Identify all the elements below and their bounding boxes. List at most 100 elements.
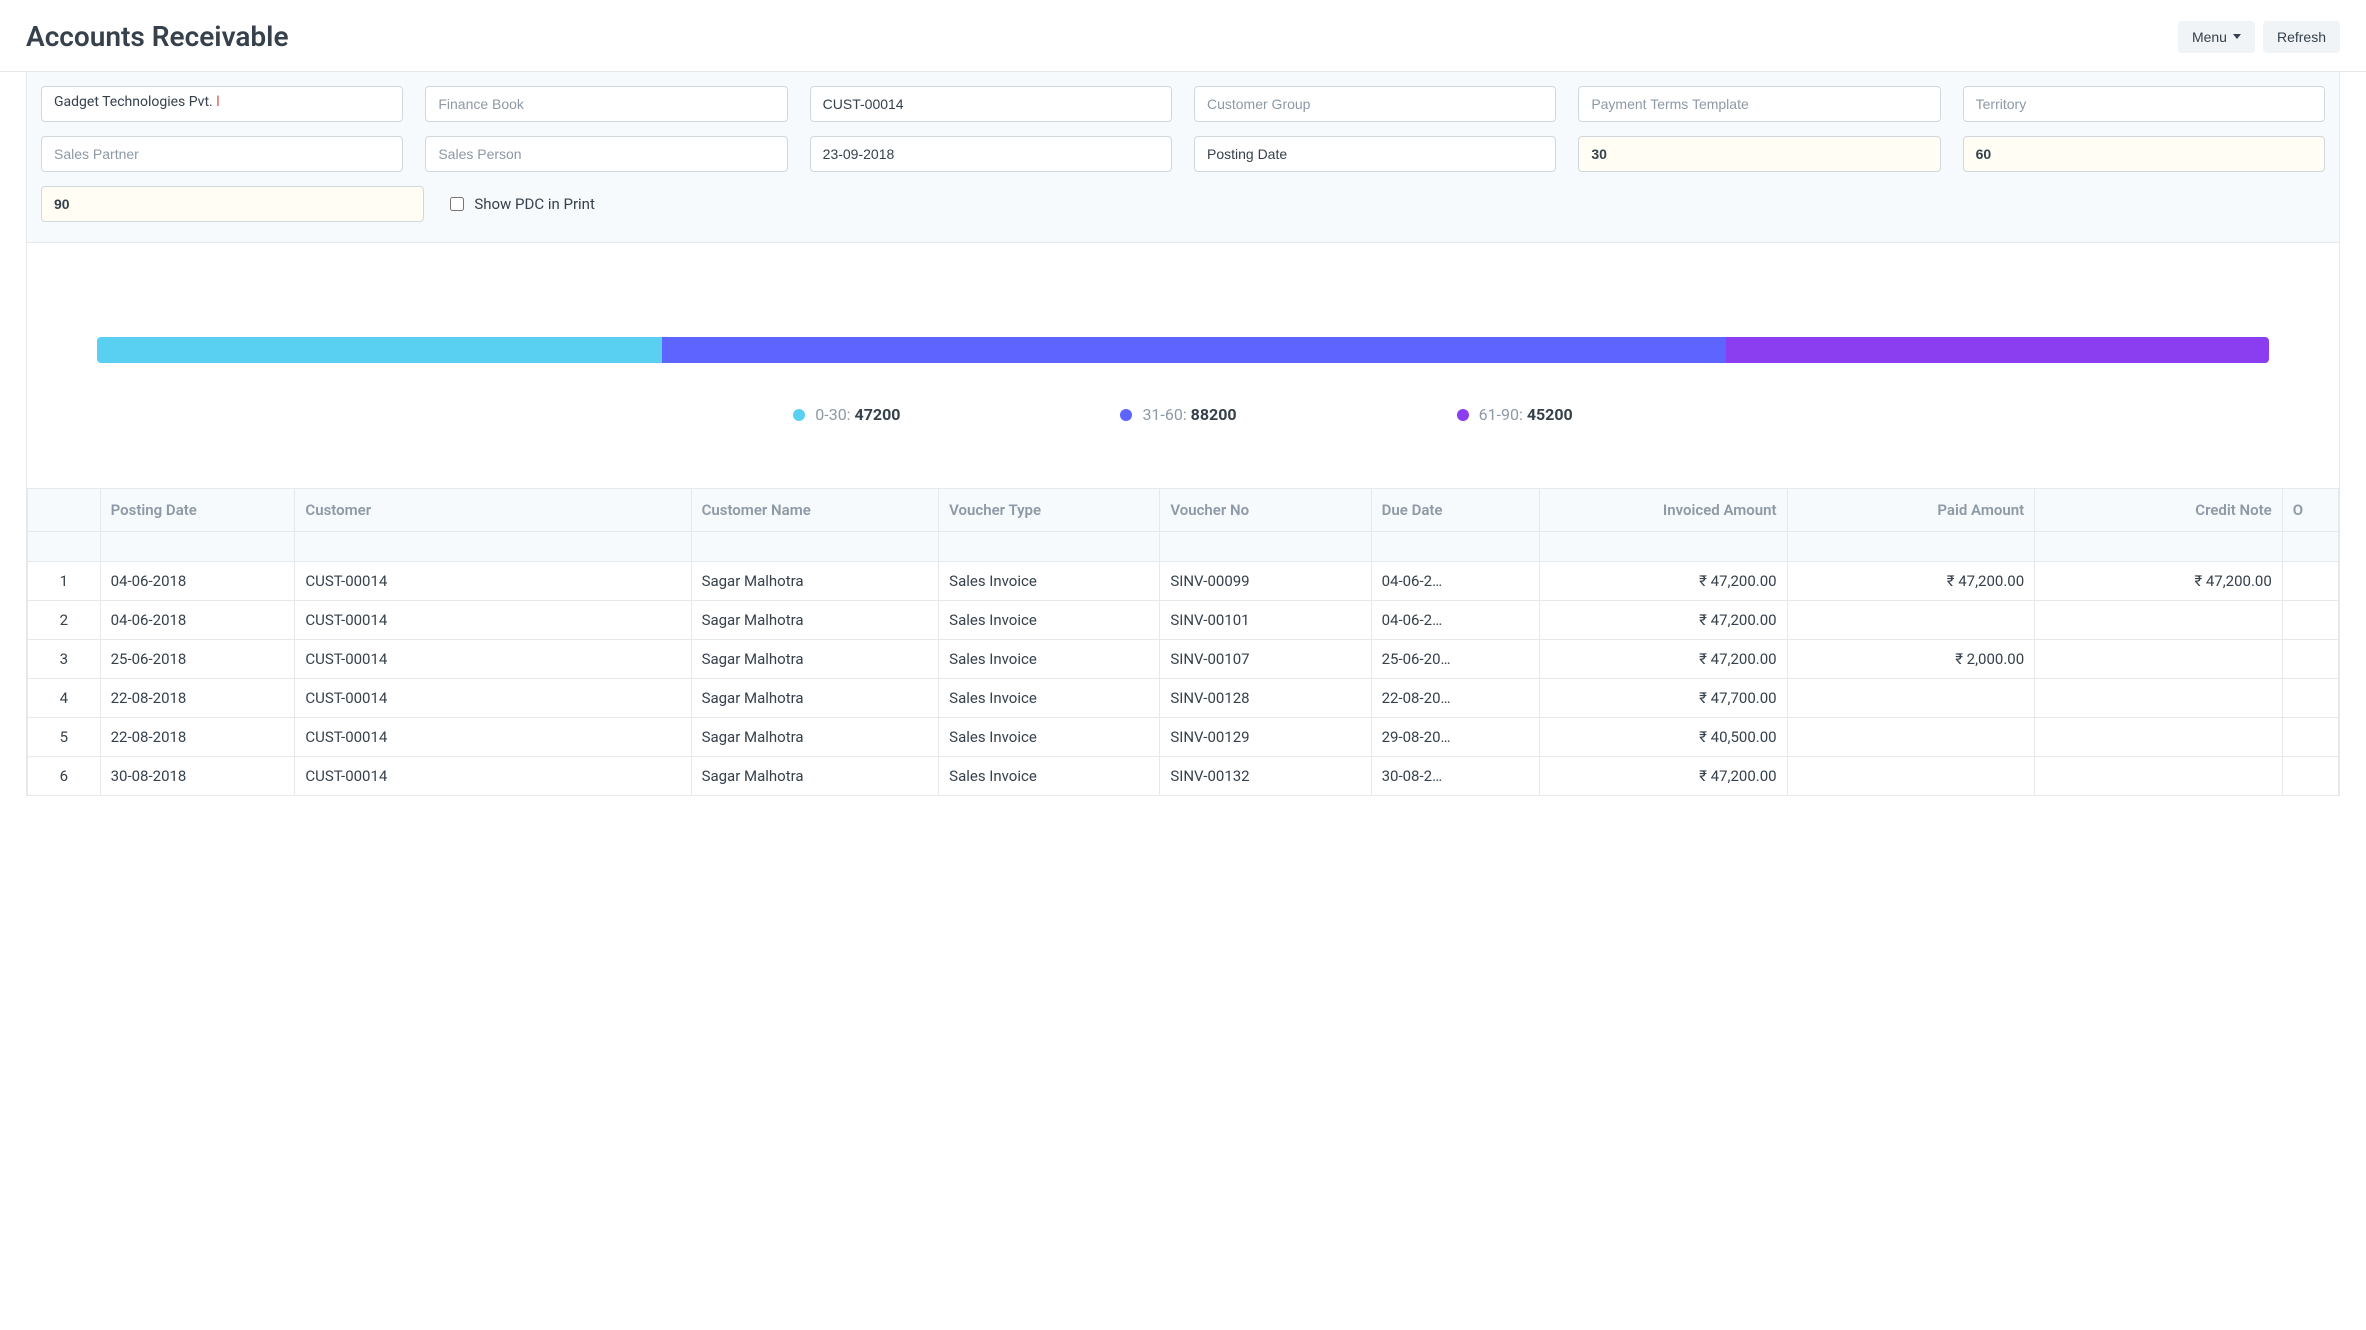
territory-input[interactable] [1963,86,2325,122]
table-row[interactable]: 630-08-2018CUST-00014Sagar MalhotraSales… [28,757,2339,796]
range1-input[interactable] [1578,136,1940,172]
cell-posting-date: 04-06-2018 [100,601,295,640]
cell-credit-note [2035,601,2283,640]
cell-customer-name: Sagar Malhotra [691,679,939,718]
cell-voucher-no[interactable]: SINV-00099 [1160,562,1371,601]
cell-voucher-no[interactable]: SINV-00101 [1160,601,1371,640]
cell-voucher-no[interactable]: SINV-00107 [1160,640,1371,679]
col-voucher-type[interactable]: Voucher Type [939,489,1160,532]
finance-book-input[interactable] [425,86,787,122]
cell-voucher-no[interactable]: SINV-00128 [1160,679,1371,718]
col-posting-date[interactable]: Posting Date [100,489,295,532]
cell-invoiced-amount: ₹ 40,500.00 [1539,718,1787,757]
cell-customer[interactable]: CUST-00014 [295,640,691,679]
cell-paid-amount [1787,601,2035,640]
cell-due-date: 04-06-2… [1371,562,1539,601]
customer-group-input[interactable] [1194,86,1556,122]
cell-voucher-type: Sales Invoice [939,757,1160,796]
cell-paid-amount: ₹ 47,200.00 [1787,562,2035,601]
col-overflow[interactable]: O [2282,489,2338,532]
cell-credit-note [2035,718,2283,757]
cell-due-date: 22-08-20… [1371,679,1539,718]
cell-due-date: 04-06-2… [1371,601,1539,640]
table-row[interactable]: 104-06-2018CUST-00014Sagar MalhotraSales… [28,562,2339,601]
cell-invoiced-amount: ₹ 47,200.00 [1539,562,1787,601]
refresh-button[interactable]: Refresh [2263,21,2340,53]
legend-item: 31-60: 88200 [1120,405,1236,424]
company-input[interactable]: Gadget Technologies Pvt. l [41,86,403,122]
cell-credit-note [2035,757,2283,796]
cell-customer[interactable]: CUST-00014 [295,679,691,718]
col-invoiced-amount[interactable]: Invoiced Amount [1539,489,1787,532]
sales-person-input[interactable] [425,136,787,172]
cell-customer[interactable]: CUST-00014 [295,601,691,640]
range3-input[interactable] [41,186,424,222]
receivable-table: Posting Date Customer Customer Name Vouc… [27,488,2339,796]
col-credit-note[interactable]: Credit Note [2035,489,2283,532]
report-date-input[interactable] [810,136,1172,172]
col-customer[interactable]: Customer [295,489,691,532]
table-row[interactable]: 204-06-2018CUST-00014Sagar MalhotraSales… [28,601,2339,640]
cell-index: 6 [28,757,101,796]
page-title: Accounts Receivable [26,20,289,53]
cell-due-date: 29-08-20… [1371,718,1539,757]
cell-overflow [2282,640,2338,679]
chart-segment [97,337,662,363]
cell-invoiced-amount: ₹ 47,200.00 [1539,640,1787,679]
menu-button[interactable]: Menu [2178,21,2255,53]
cell-voucher-no[interactable]: SINV-00129 [1160,718,1371,757]
cell-overflow [2282,562,2338,601]
cell-overflow [2282,757,2338,796]
sales-partner-input[interactable] [41,136,403,172]
cell-invoiced-amount: ₹ 47,200.00 [1539,757,1787,796]
cell-index: 1 [28,562,101,601]
show-pdc-checkbox[interactable] [450,197,464,211]
cell-voucher-type: Sales Invoice [939,679,1160,718]
cell-customer[interactable]: CUST-00014 [295,718,691,757]
col-index[interactable] [28,489,101,532]
range2-input[interactable] [1963,136,2325,172]
col-voucher-no[interactable]: Voucher No [1160,489,1371,532]
ageing-based-on-input[interactable] [1194,136,1556,172]
legend-item: 0-30: 47200 [793,405,900,424]
legend-dot-icon [1457,409,1469,421]
ageing-chart-bar [97,337,2269,363]
cell-voucher-no[interactable]: SINV-00132 [1160,757,1371,796]
cell-index: 4 [28,679,101,718]
cell-credit-note [2035,679,2283,718]
caret-down-icon [2233,34,2241,39]
cell-due-date: 25-06-20… [1371,640,1539,679]
cell-posting-date: 22-08-2018 [100,718,295,757]
payment-terms-input[interactable] [1578,86,1940,122]
cell-index: 5 [28,718,101,757]
cell-paid-amount [1787,757,2035,796]
legend-dot-icon [793,409,805,421]
cell-paid-amount: ₹ 2,000.00 [1787,640,2035,679]
cell-customer-name: Sagar Malhotra [691,718,939,757]
report-body: 0-30: 4720031-60: 8820061-90: 45200 Post… [26,243,2340,796]
table-row[interactable]: 422-08-2018CUST-00014Sagar MalhotraSales… [28,679,2339,718]
cell-customer[interactable]: CUST-00014 [295,757,691,796]
cell-overflow [2282,679,2338,718]
col-paid-amount[interactable]: Paid Amount [1787,489,2035,532]
cell-paid-amount [1787,718,2035,757]
cell-invoiced-amount: ₹ 47,200.00 [1539,601,1787,640]
legend-dot-icon [1120,409,1132,421]
cell-posting-date: 22-08-2018 [100,679,295,718]
chart-legend: 0-30: 4720031-60: 8820061-90: 45200 [27,405,2339,424]
table-header-row: Posting Date Customer Customer Name Vouc… [28,489,2339,532]
show-pdc-label: Show PDC in Print [474,195,595,213]
cell-voucher-type: Sales Invoice [939,718,1160,757]
col-due-date[interactable]: Due Date [1371,489,1539,532]
cell-overflow [2282,601,2338,640]
cell-paid-amount [1787,679,2035,718]
cell-customer[interactable]: CUST-00014 [295,562,691,601]
cell-posting-date: 04-06-2018 [100,562,295,601]
cell-posting-date: 25-06-2018 [100,640,295,679]
customer-input[interactable] [810,86,1172,122]
table-row[interactable]: 325-06-2018CUST-00014Sagar MalhotraSales… [28,640,2339,679]
cell-voucher-type: Sales Invoice [939,640,1160,679]
table-row[interactable]: 522-08-2018CUST-00014Sagar MalhotraSales… [28,718,2339,757]
col-customer-name[interactable]: Customer Name [691,489,939,532]
cell-voucher-type: Sales Invoice [939,562,1160,601]
